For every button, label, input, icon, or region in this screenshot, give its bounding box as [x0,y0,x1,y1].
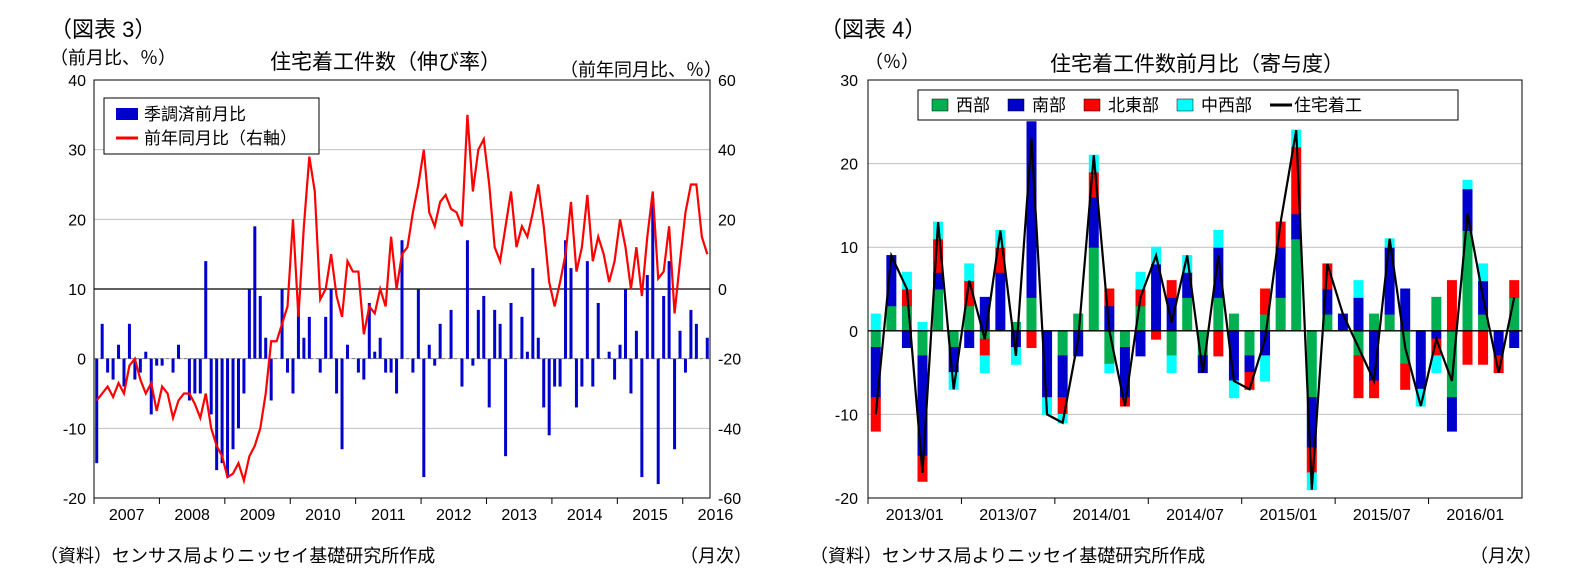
svg-text:2013/07: 2013/07 [979,507,1037,524]
legend-northeast: 北東部 [1108,96,1159,115]
legend-line: 前年同月比（右軸） [144,129,297,148]
fig3-title: 住宅着工件数（伸び率） [270,51,501,74]
svg-text:2015: 2015 [632,507,668,524]
svg-text:20: 20 [68,212,86,229]
svg-text:-40: -40 [718,421,741,438]
svg-text:-20: -20 [63,491,86,508]
fig3-left-head: （前月比、％） [50,48,176,68]
svg-text:2009: 2009 [240,507,276,524]
legend-total: 住宅着工 [1294,96,1362,115]
svg-text:2016: 2016 [698,507,734,524]
svg-text:2010: 2010 [305,507,341,524]
svg-text:0: 0 [849,324,858,341]
svg-text:40: 40 [68,74,86,90]
svg-text:40: 40 [718,143,736,160]
svg-text:0: 0 [718,282,727,299]
svg-text:60: 60 [718,74,736,90]
svg-text:2011: 2011 [371,507,406,524]
svg-text:2013: 2013 [501,507,537,524]
svg-text:-10: -10 [63,421,86,438]
legend-west: 西部 [956,96,990,115]
svg-text:2012: 2012 [436,507,472,524]
svg-text:20: 20 [718,212,736,229]
svg-text:2008: 2008 [174,507,210,524]
fig4-y-head: （％） [865,52,919,72]
fig4-label: （図表 4） [820,12,926,44]
svg-text:2014: 2014 [567,507,603,524]
chart4-plot: -20 -10 0 10 20 30 2013/01 2013/07 2014/01 2014/0… [800,74,1540,534]
legend-south: 南部 [1032,96,1066,115]
fig4-title: 住宅着工件数前月比（寄与度） [1050,53,1344,76]
legend-midwest: 中西部 [1201,96,1252,115]
legend-bar: 季調済前月比 [144,105,246,124]
svg-text:2015/07: 2015/07 [1353,507,1411,524]
svg-text:10: 10 [840,240,858,257]
svg-text:30: 30 [840,74,858,90]
svg-text:-10: -10 [835,407,858,424]
svg-text:2007: 2007 [109,507,145,524]
chart3-plot: -20 -10 0 10 20 30 40 -60 -40 -20 0 20 40 60 2007 2008 2… [34,74,764,534]
fig3-source: （資料）センサス局よりニッセイ基礎研究所作成 [40,542,435,568]
svg-text:2015/01: 2015/01 [1260,507,1318,524]
fig4-freq: （月次） [1470,542,1542,568]
svg-text:2016/01: 2016/01 [1446,507,1504,524]
fig3-label: （図表 3） [50,12,770,44]
svg-text:2014/01: 2014/01 [1073,507,1131,524]
svg-text:-60: -60 [718,491,741,508]
fig4-source: （資料）センサス局よりニッセイ基礎研究所作成 [810,542,1205,568]
svg-text:2013/01: 2013/01 [886,507,944,524]
svg-text:20: 20 [840,157,858,174]
svg-text:-20: -20 [835,491,858,508]
svg-text:2014/07: 2014/07 [1166,507,1224,524]
fig3-freq: （月次） [680,542,752,568]
svg-text:10: 10 [68,282,86,299]
svg-text:-20: -20 [718,352,741,369]
svg-text:0: 0 [77,352,86,369]
svg-text:30: 30 [68,143,86,160]
